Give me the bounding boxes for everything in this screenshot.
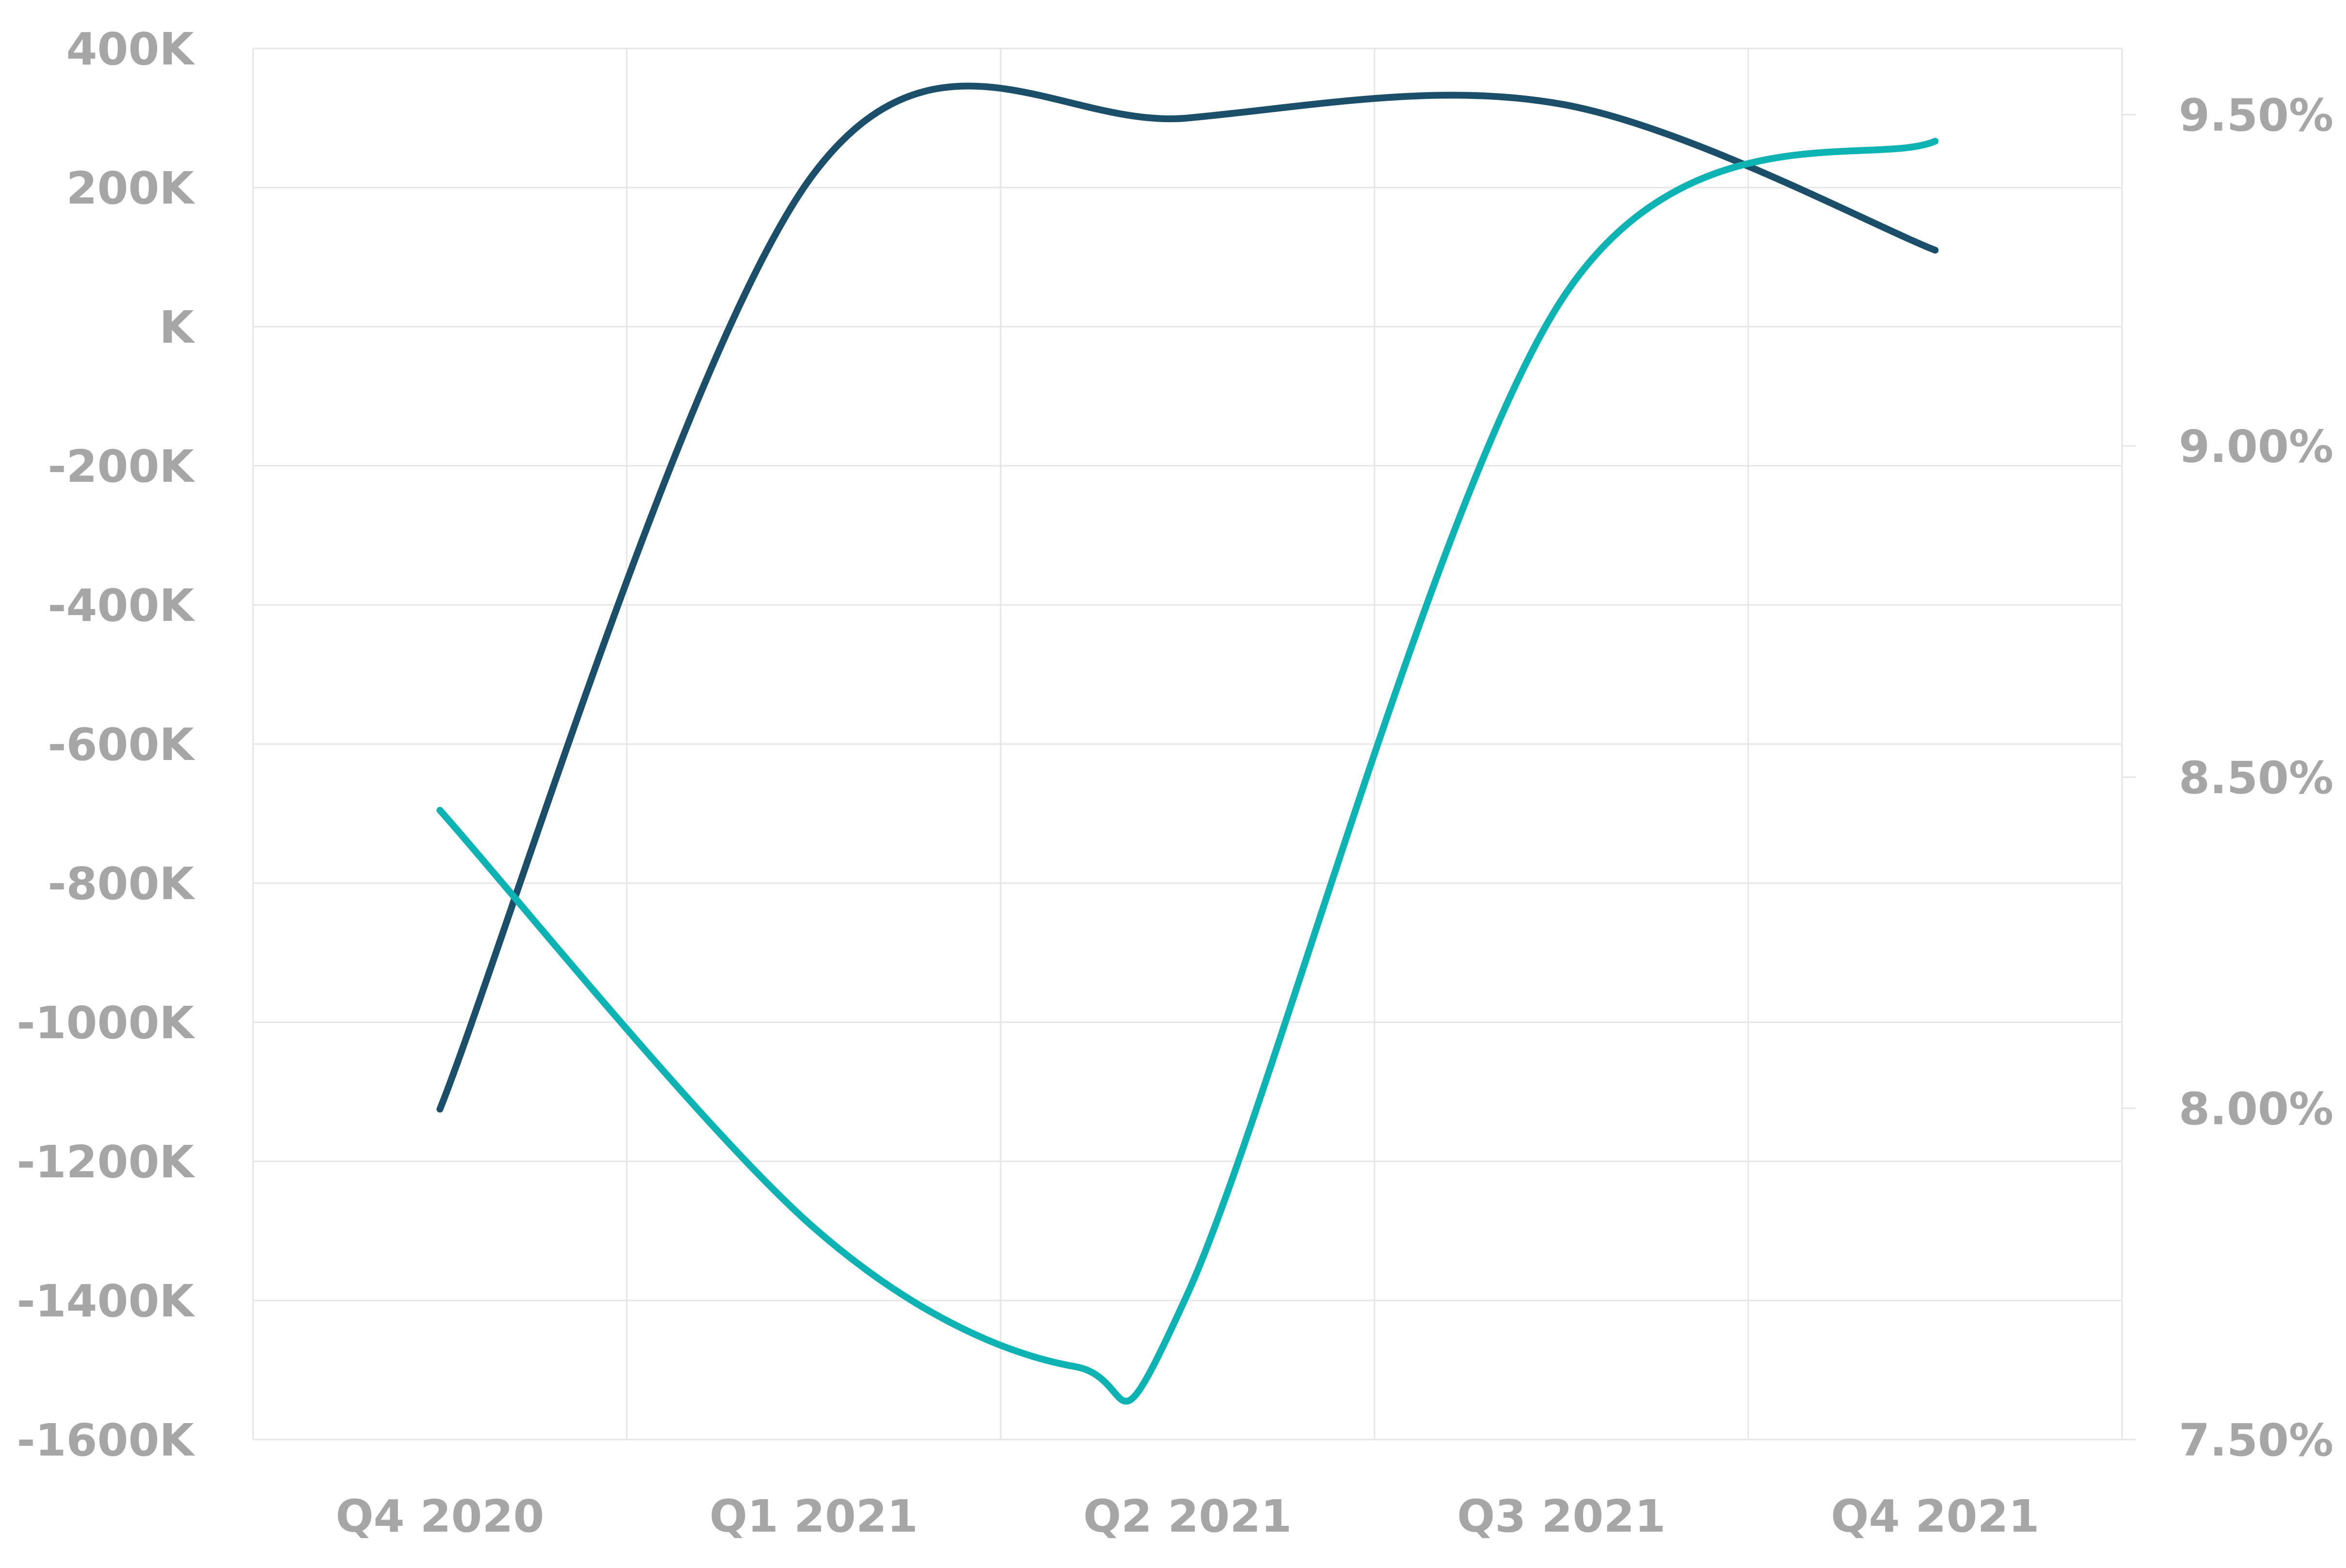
series-layer <box>436 82 1939 1405</box>
x-tick-label: Q4 2020 <box>335 1490 544 1542</box>
left-tick-label: -600K <box>48 719 195 771</box>
left-tick-label: -800K <box>48 858 195 910</box>
right-tick-label: 9.50% <box>2179 90 2333 142</box>
x-tick-label: Q2 2021 <box>1083 1490 1292 1542</box>
series-line-1 <box>436 82 1939 1113</box>
right-tick-label: 7.50% <box>2179 1414 2333 1466</box>
series-line-2 <box>436 138 1939 1405</box>
left-tick-label: 400K <box>66 23 196 75</box>
x-axis: Q4 2020 Q1 2021 Q2 2021 Q3 2021 Q4 2021 <box>335 1490 2039 1542</box>
left-tick-label: K <box>159 301 196 353</box>
grid <box>252 48 2123 1441</box>
left-tick-label: -200K <box>48 441 195 492</box>
left-tick-label: 200K <box>66 162 196 214</box>
right-tick-label: 8.00% <box>2179 1083 2333 1135</box>
left-y-axis: 400K 200K K -200K -400K -600K -800K -1000K -1200… <box>16 23 195 1466</box>
left-tick-label: -1400K <box>16 1275 195 1327</box>
right-tick-label: 8.50% <box>2179 752 2333 804</box>
left-tick-label: -1600K <box>16 1414 195 1466</box>
x-tick-label: Q4 2021 <box>1831 1490 2039 1542</box>
left-tick-label: -400K <box>48 580 195 632</box>
right-y-axis: 9.50% 9.00% 8.50% 8.00% 7.50% <box>2122 90 2333 1466</box>
x-tick-label: Q3 2021 <box>1457 1490 1665 1542</box>
right-tick-label: 9.00% <box>2179 421 2333 473</box>
left-tick-label: -1200K <box>16 1136 195 1188</box>
left-tick-label: -1000K <box>16 997 195 1049</box>
x-tick-label: Q1 2021 <box>710 1490 918 1542</box>
